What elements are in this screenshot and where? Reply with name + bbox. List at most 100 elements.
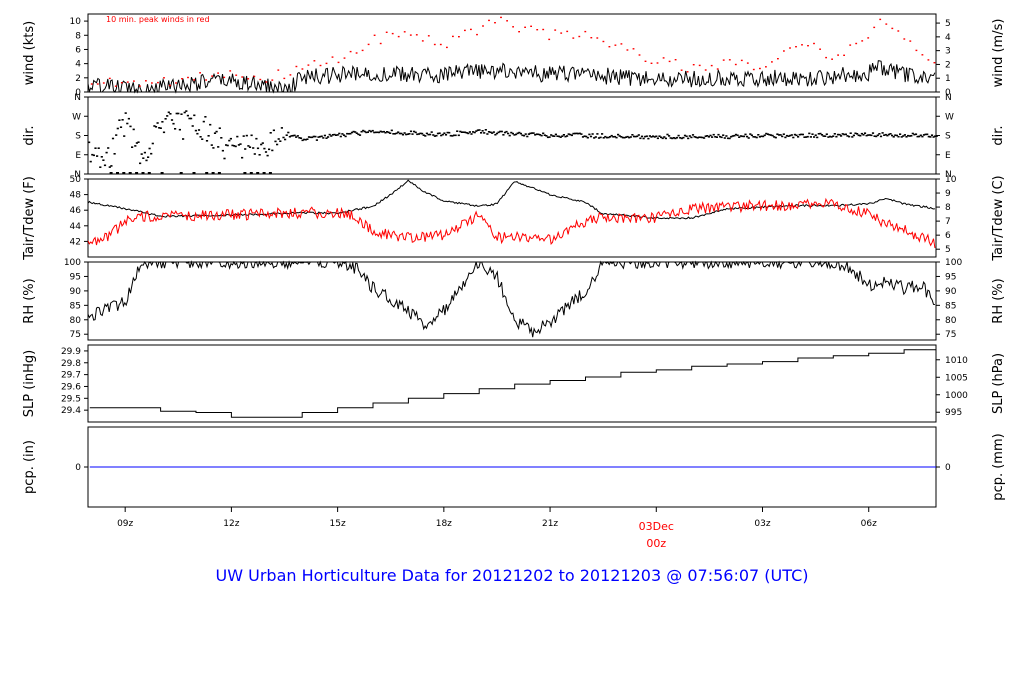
series-dir-0-point [199,136,202,138]
series-dir-0-point [835,135,838,138]
series-dir-0-point [207,135,210,137]
series-dir-0-point [530,132,534,134]
series-wind-1-point [831,58,833,60]
series-wind-1-point [181,78,183,80]
series-dir-0-point [644,135,647,138]
series-dir-0-point [213,132,217,134]
series-dir-0-point [429,133,432,136]
series-wind-1-point [710,64,713,67]
series-wind-1-point [608,46,611,48]
y-axis-label-wind: wind (kts) [22,21,37,85]
series-dir-0-point [698,136,701,138]
series-dir-0-point [701,136,704,139]
series-dir-0-point [451,135,454,137]
series-dir-0-point [862,134,865,136]
series-dir-0-point [889,133,892,135]
series-dir-0-point [932,136,935,138]
y-tick-label-dir: E [75,151,81,161]
series-dir-0-point [634,135,637,138]
series-wind-1-point [452,35,454,38]
series-dir-0-point [161,121,164,123]
series-dir-0-point [739,135,742,137]
series-dir-0-point [816,136,819,139]
series-dir-0-point [797,136,800,138]
y2-axis-label-rh: RH (%) [991,278,1006,323]
series-dir-0-point [312,135,315,138]
series-dir-0-point [491,132,494,134]
series-dir-0-point [304,138,307,141]
series-dir-0-point [585,135,588,138]
series-dir-0-point [492,131,495,133]
y-tick-label-wind: 10 [70,17,82,27]
series-dir-0-point [494,133,497,136]
series-dir-0-point [145,159,148,162]
series-dir-0-point [424,135,427,137]
series-dir-0-point [411,133,414,135]
series-wind-1-point [145,80,147,82]
series-dir-0-point [366,131,369,133]
series-dir-0-point [465,132,468,134]
series-dir-0-point [162,131,166,134]
series-dir-0-point [566,135,569,137]
series-wind-1-point [433,43,436,46]
series-dir-0-point [335,134,338,136]
series-wind-1-point [223,76,226,79]
series-dir-0-point [564,135,567,138]
series-dir-0-point [934,135,937,137]
series-dir-0-point [601,133,604,135]
series-wind-1-point [548,38,551,41]
y2-tick-label-wind: 5 [945,19,951,29]
series-wind-1-point [169,84,171,87]
series-wind-1-point [638,54,641,56]
series-dir-0-point [205,140,209,142]
series-wind-1-point [337,61,340,64]
series-dir-0-point [264,151,268,153]
series-wind-1-point [765,66,767,68]
series-dir-0-point [929,136,932,138]
series-dir-0-point [594,136,597,138]
series-dir-0-point [640,135,644,138]
series-dir-0-point [830,136,833,138]
series-dir-0-point [766,133,769,135]
series-wind-1-point [241,76,244,78]
series-dir-0-point [526,135,529,138]
series-wind-1-point [518,31,520,33]
series-dir-0-point [773,136,776,138]
series-dir-0-point [301,139,304,142]
series-dir-0-point [902,135,905,137]
series-dir-0-point [680,137,683,140]
y2-tick-label-slp: 1010 [945,356,968,366]
series-wind-1-point [385,31,388,33]
series-dir-0-point [226,144,229,147]
y-tick-label-rh: 85 [70,301,81,311]
series-dir-0-point [317,136,320,138]
series-wind-1-point [409,34,412,36]
y2-tick-label-wind: 2 [945,60,951,70]
series-dir-0-point [726,137,730,140]
y2-axis-label-wind: wind (m/s) [991,19,1006,88]
series-dir-0-point [315,139,318,141]
series-wind-1-point [295,65,298,68]
series-dir-0-point [417,133,420,135]
series-dir-0-point [910,135,913,137]
series-dir-0-point [314,135,317,138]
y-tick-label-temp: 42 [70,237,81,247]
series-dir-0-point [763,134,766,137]
series-dir-0-point [306,138,309,140]
series-dir-0-point [148,147,151,150]
series-wind-1-point [789,47,791,49]
series-dir-0-point [358,134,362,136]
series-wind-1-point [566,30,569,33]
series-dir-0-point [256,147,260,150]
series-wind-1-point [879,18,882,21]
series-wind-1-point [506,20,508,22]
series-wind-1-point [584,30,587,33]
series-dir-0-point [446,131,449,134]
series-wind-1-point [885,23,888,25]
y-axis-label-dir: dir. [22,125,37,145]
series-dir-0-point [548,136,551,138]
series-dir-0-point [513,134,516,136]
series-wind-1-point [301,68,304,70]
series-wind-1-point [235,74,238,76]
series-wind-1-point [349,50,352,53]
